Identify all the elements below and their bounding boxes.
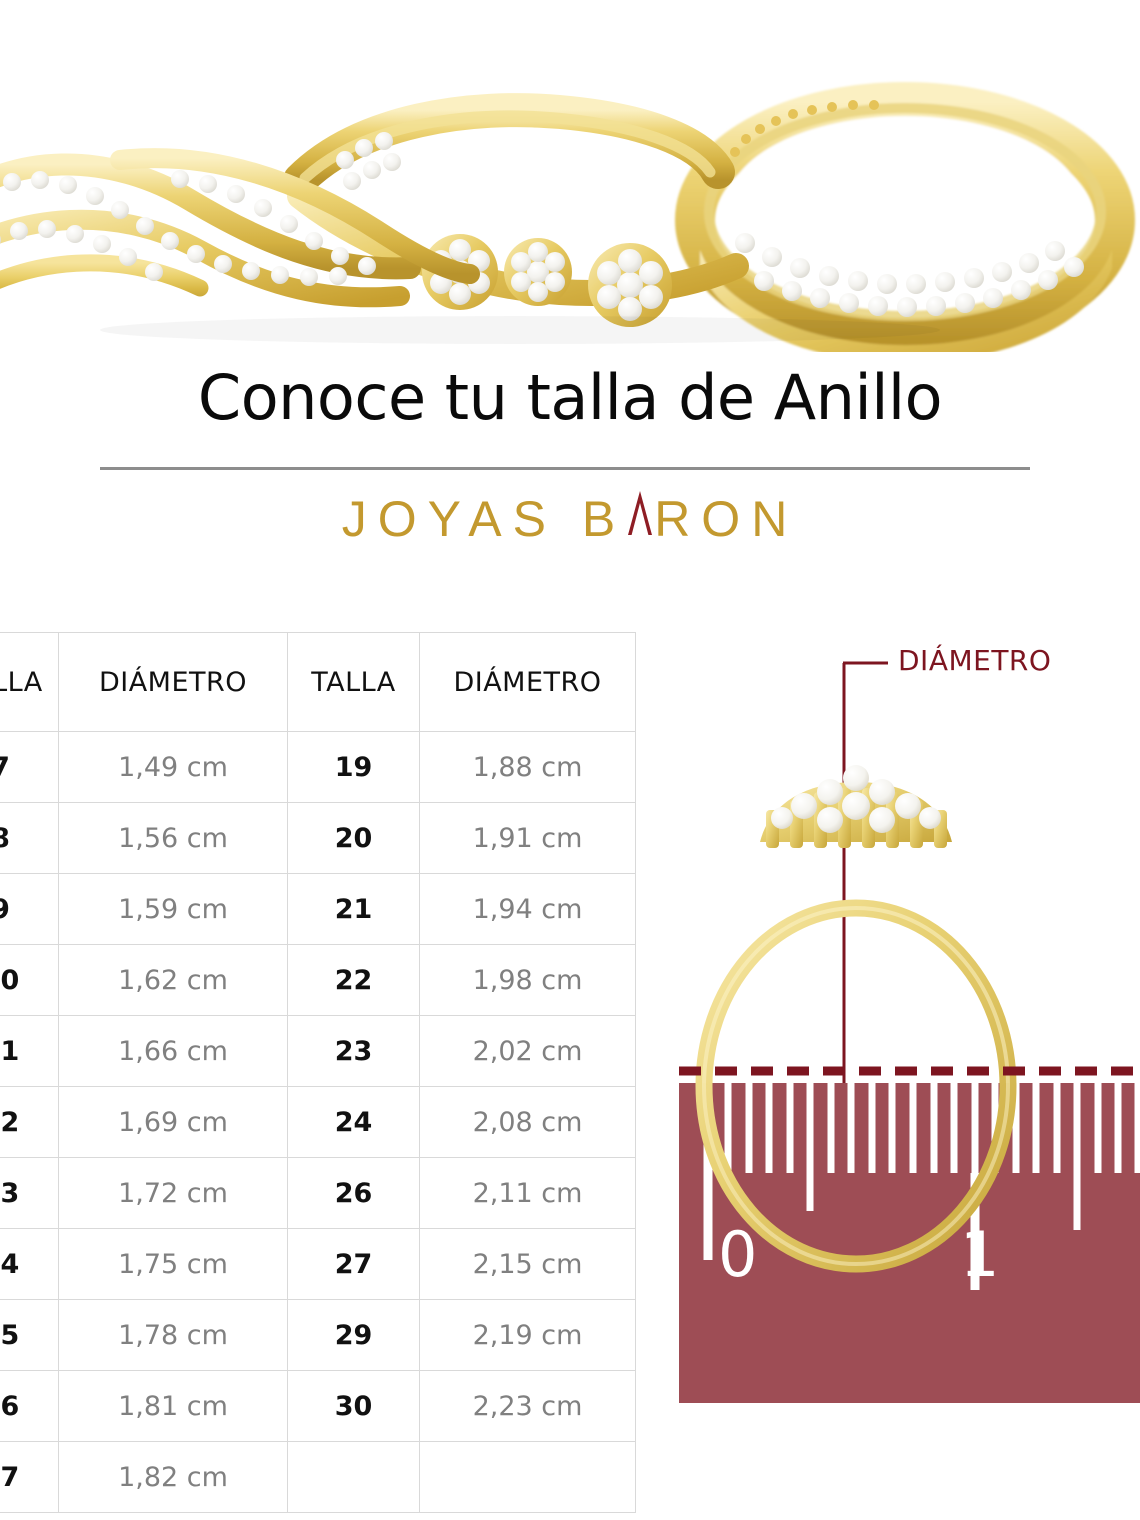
diameter-callout-label: DIÁMETRO — [898, 644, 1052, 677]
cell-talla-right: 30 — [287, 1370, 420, 1442]
cell-talla-right: 24 — [287, 1086, 420, 1158]
ring-size-table: TALLA DIÁMETRO TALLA DIÁMETRO 71,49 cm19… — [0, 632, 636, 1513]
diameter-callout-leader — [842, 661, 888, 1083]
diameter-diagram: DIÁMETRO — [660, 630, 1140, 1405]
cell-talla-left: 17 — [0, 1441, 59, 1513]
cell-talla-left: 8 — [0, 802, 59, 874]
table-row: 9 1,59 cm 21 1,94 cm — [0, 873, 636, 945]
cell-talla-left: 15 — [0, 1299, 59, 1371]
cell-diametro-right: 2,19 cm — [419, 1299, 636, 1371]
cell-talla-right: 19 — [287, 731, 420, 803]
cell-talla-left: 11 — [0, 1015, 59, 1087]
cell-diametro-left: 1,78 cm — [58, 1299, 288, 1371]
cell-talla-right: 23 — [287, 1015, 420, 1087]
brand-logo-part-1: JOYAS B — [341, 491, 627, 547]
table-body: 7 1,49 cm 19 1,88 cm 8 1,56 cm 20 1,91 cm 9 1,59 … — [0, 731, 636, 1513]
lambda-a-icon — [628, 491, 653, 535]
size-table-container: TALLA DIÁMETRO TALLA DIÁMETRO 71,49 cm19… — [0, 632, 636, 1513]
cell-talla-left: 10 — [0, 944, 59, 1016]
cell-diametro-right: 2,02 cm — [419, 1015, 636, 1087]
ring-cluster-head — [760, 765, 952, 848]
header-diametro-left: DIÁMETRO — [58, 632, 288, 732]
cell-diametro-left: 1,56 cm — [58, 802, 288, 874]
cell-diametro-right: 1,94 cm — [419, 873, 636, 945]
header-talla-left: TALLA — [0, 632, 59, 732]
cell-diametro-left: 1,59 cm — [58, 873, 288, 945]
cell-talla-left: 13 — [0, 1157, 59, 1229]
cell-diametro-right: 1,91 cm — [419, 802, 636, 874]
cell-diametro-right: 1,98 cm — [419, 944, 636, 1016]
ring-over-ruler — [695, 1083, 1017, 1273]
cell-diametro-right: 1,88 cm — [419, 731, 636, 803]
cell-diametro-left: 1,72 cm — [58, 1157, 288, 1229]
cell-talla-left: 7 — [0, 731, 59, 803]
cell-diametro-left: 1,62 cm — [58, 944, 288, 1016]
cell-diametro-right: 2,08 cm — [419, 1086, 636, 1158]
table-row: 7 1,49 cm 19 1,88 cm — [0, 731, 636, 803]
cell-diametro-left: 1,81 cm — [58, 1370, 288, 1442]
table-row: 8 1,56 cm 20 1,91 cm — [0, 802, 636, 874]
page-title: Conoce tu talla de Anillo — [197, 361, 943, 434]
cell-talla-right: 26 — [287, 1157, 420, 1229]
cell-talla-right: 29 — [287, 1299, 420, 1371]
hero-jewelry-photo — [0, 0, 1140, 352]
ring-on-ruler-illustration — [660, 630, 1140, 1405]
ring-right-pave-stones — [717, 100, 1084, 317]
ruler-ticks — [703, 1083, 1140, 1290]
rings-illustration — [0, 0, 1140, 352]
cell-diametro-right: 2,11 cm — [419, 1157, 636, 1229]
cell-talla-left: 9 — [0, 873, 59, 945]
cell-diametro-left: 1,82 cm — [58, 1441, 288, 1513]
ruler-panel — [679, 1083, 1140, 1403]
cell-talla-right: 20 — [287, 802, 420, 874]
cell-diametro-left: 1,49 cm — [58, 731, 288, 803]
cell-talla-left: 16 — [0, 1370, 59, 1442]
cell-talla-left: 14 — [0, 1228, 59, 1300]
table-row: 171,82 cm — [0, 1441, 636, 1513]
cell-talla-right: 22 — [287, 944, 420, 1016]
title-divider — [100, 467, 1030, 470]
header-diametro-right: DIÁMETRO — [419, 632, 636, 732]
cell-talla-left: 12 — [0, 1086, 59, 1158]
header-talla-right: TALLA — [287, 632, 420, 732]
cell-talla-right — [287, 1441, 420, 1513]
cell-diametro-left: 1,66 cm — [58, 1015, 288, 1087]
cell-talla-right: 21 — [287, 873, 420, 945]
cell-diametro-right — [419, 1441, 636, 1513]
cell-diametro-left: 1,75 cm — [58, 1228, 288, 1300]
table-header-row: TALLA DIÁMETRO TALLA DIÁMETRO — [0, 632, 636, 732]
brand-logo: JOYAS B RON — [0, 490, 1140, 548]
cluster-stones — [771, 765, 941, 833]
ring-left-pave-stones — [0, 170, 376, 286]
cell-diametro-right: 2,23 cm — [419, 1370, 636, 1442]
cell-talla-right: 27 — [287, 1228, 420, 1300]
brand-logo-part-2: RON — [654, 491, 799, 547]
cell-diametro-right: 2,15 cm — [419, 1228, 636, 1300]
cell-diametro-left: 1,69 cm — [58, 1086, 288, 1158]
